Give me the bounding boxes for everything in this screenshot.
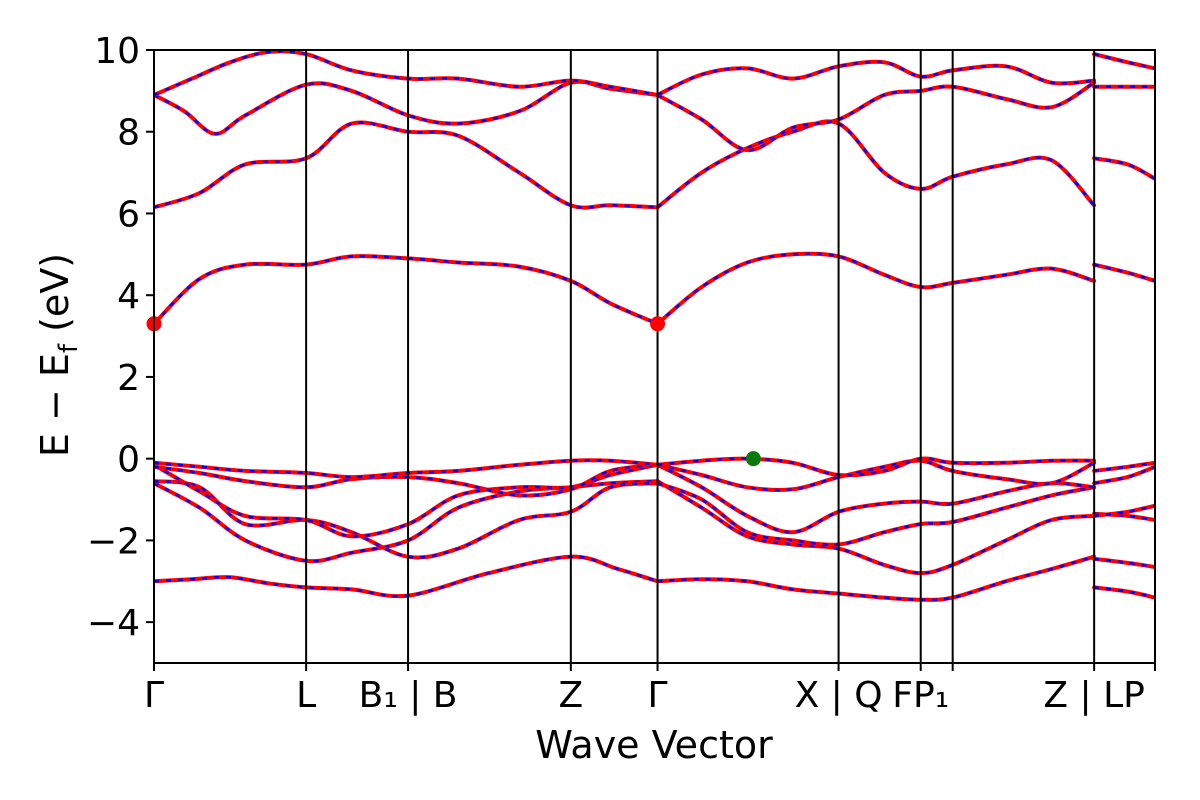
y-axis-title-sub: f [54,343,84,353]
y-tick-label: −2 [87,521,140,562]
band-line-overlay-7 [657,482,1095,547]
marker-2 [745,451,761,467]
band-line-17 [1092,460,1155,473]
x-tick-label: FP₁ [892,675,949,716]
band-line-overlay-0 [154,555,658,598]
band-line-21 [154,120,660,210]
y-tick-label: 0 [117,440,140,481]
band-line-overlay-4 [656,480,1095,575]
band-line-3 [154,479,660,564]
band-line-19 [655,251,1097,326]
y-axis-ticks: −4 −2 0 2 4 6 8 10 [87,31,154,644]
band-line-6 [154,479,660,560]
y-tick-label: −4 [87,603,140,644]
markers [146,316,761,467]
band-line-29 [1092,52,1155,71]
band-line-20 [1092,262,1155,283]
x-axis-title: Wave Vector [535,723,773,767]
x-tick-label: Γ [648,675,668,716]
band-line-overlay-16 [657,457,1095,477]
x-tick-label: Γ [144,675,164,716]
band-line-overlay-6 [154,479,658,559]
y-tick-label: 4 [117,276,140,317]
band-line-24 [154,79,660,136]
band-line-2 [1092,585,1155,600]
y-tick-label: 10 [94,31,140,72]
band-line-22 [655,119,1097,210]
plot-frame [153,49,1156,664]
band-line-overlay-27 [154,50,658,97]
band-line-overlay-28 [656,60,1095,97]
x-tick-label: Z | LP [1043,675,1144,716]
x-tick-label: X | Q [795,675,883,716]
band-line-overlay-19 [656,252,1095,325]
band-line-overlay-25 [656,81,1095,152]
band-line-overlay-21 [154,121,658,209]
x-tick-label: B₁ | B [359,675,458,716]
x-tick-label: L [296,675,316,716]
x-tick-label: Z [558,675,583,716]
band-line-overlay-18 [154,254,658,325]
band-line-27 [154,50,660,97]
band-line-23 [1092,156,1155,181]
y-tick-label: 2 [117,358,140,399]
y-axis-title-unit: (eV) [33,253,77,344]
band-line-overlay-3 [154,479,658,563]
band-line-5 [1092,556,1155,569]
kpath-lines [305,50,1096,663]
marker-1 [650,316,666,332]
band-line-28 [655,59,1097,97]
band-line-14 [1092,464,1155,486]
band-line-4 [655,479,1097,576]
band-line-overlay-1 [657,555,1095,602]
x-axis-ticks: Γ L B₁ | B Z Γ X | Q FP₁ Z | LP [144,663,1156,716]
y-tick-label: 6 [117,194,140,235]
y-axis-title: E − Ef (eV) [33,253,84,457]
band-line-11 [1092,503,1155,518]
y-axis-title-main: E − E [33,353,77,457]
band-line-25 [655,80,1097,153]
band-line-overlay-13 [657,459,1095,492]
y-tick-label: 8 [117,113,140,154]
band-line-overlay-10 [656,463,1095,534]
